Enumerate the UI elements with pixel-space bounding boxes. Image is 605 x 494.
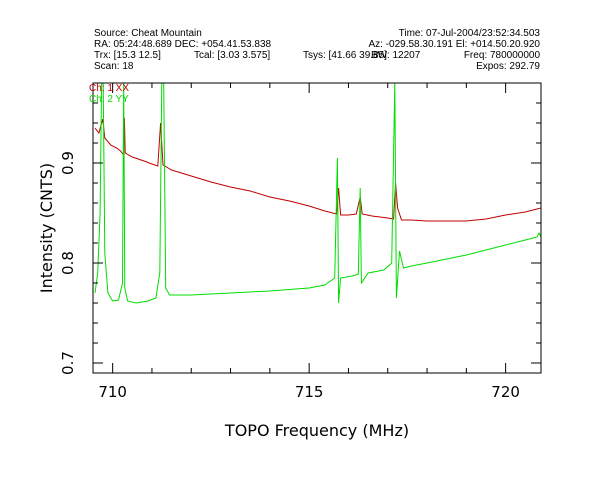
time-label: Time: 07-Jul-2004/23:52:34.503 [398,28,540,39]
legend-entry-yy: Ch: 2 YY [89,94,129,105]
ra-dec-label: RA: 05:24:48.689 DEC: +054.41.53.838 [94,39,272,50]
x-tick-label: 710 [98,383,127,401]
freq-label: Freq: 780000000 [463,50,540,61]
y-tick-label: 0.7 [59,351,77,375]
series-layer [94,83,541,304]
y-axis-title: Intensity (CNTS) [37,163,56,293]
series-line-2 [94,83,541,304]
tsys-label: Tsys: [41.66 39.85] [303,50,387,61]
y-tick-label: 0.9 [59,151,77,175]
series-line-1 [94,117,541,222]
trx-label: Trx: [15.3 12.5] [94,50,161,61]
legend-entry-xx: Ch: 1 XX [89,83,129,94]
tcal-label: Tcal: [3.03 3.575] [194,50,271,61]
x-axis-title: TOPO Frequency (MHz) [224,421,409,440]
plot-frame [92,82,542,374]
source-label: Source: Cheat Mountain [94,28,202,39]
x-tick-label: 720 [491,383,520,401]
y-tick-label: 0.8 [59,251,77,275]
scan-label: Scan: 18 [94,61,134,72]
bw-label: BW: 12207 [371,50,421,61]
expos-label: Expos: 292.79 [476,61,540,72]
x-tick-label: 715 [295,383,324,401]
tick-layer: 710 715 720 0.7 0.8 0.9 [59,82,541,401]
az-el-label: Az: -029.58.30.191 El: +014.50.20.920 [368,39,540,50]
